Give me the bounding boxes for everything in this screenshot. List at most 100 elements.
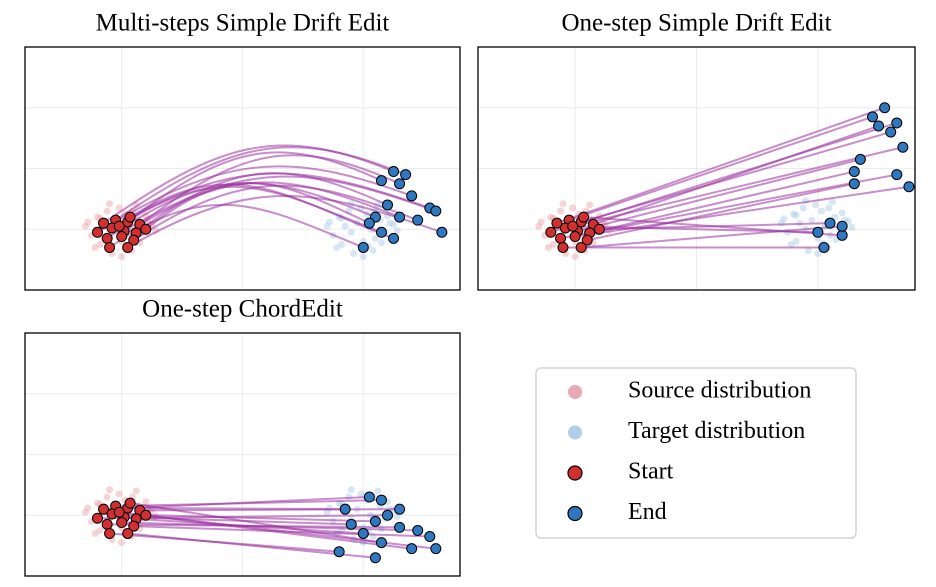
point <box>132 487 140 495</box>
point <box>116 517 128 529</box>
point <box>586 201 594 209</box>
point <box>812 226 824 238</box>
point <box>555 232 567 244</box>
plot-area <box>25 47 460 290</box>
trajectory <box>96 165 413 234</box>
point <box>375 226 387 238</box>
legend-marker <box>568 425 582 440</box>
point <box>382 199 393 211</box>
point <box>578 211 590 223</box>
point <box>780 215 788 223</box>
point <box>593 223 605 235</box>
point <box>118 253 126 261</box>
panel-title: One-step Simple Drift Edit <box>561 10 831 37</box>
point <box>792 237 800 245</box>
point <box>897 141 909 153</box>
point <box>544 243 552 251</box>
point <box>345 518 357 530</box>
point <box>430 205 442 217</box>
point <box>811 201 819 209</box>
point <box>848 178 860 190</box>
trajectory <box>592 125 879 226</box>
point <box>412 214 424 226</box>
point <box>571 253 579 261</box>
point <box>388 166 400 178</box>
point <box>369 247 377 255</box>
trajectory <box>568 115 873 222</box>
point <box>382 509 393 521</box>
point <box>400 169 412 181</box>
point <box>430 543 442 555</box>
point <box>406 543 418 555</box>
point <box>390 220 398 228</box>
point <box>96 526 104 534</box>
point <box>375 537 387 549</box>
point <box>808 216 816 224</box>
legend-marker <box>568 385 582 399</box>
trajectory <box>139 508 400 512</box>
point <box>575 241 587 253</box>
point <box>124 497 136 509</box>
trajectory <box>119 511 412 550</box>
point <box>848 223 856 231</box>
panel-frame <box>24 46 461 291</box>
point <box>818 207 826 215</box>
trajectory <box>589 170 855 234</box>
trajectory <box>121 521 418 532</box>
point <box>557 207 565 215</box>
point <box>81 222 89 230</box>
point <box>101 518 113 530</box>
point <box>363 217 375 229</box>
point <box>140 509 152 521</box>
point <box>323 222 331 230</box>
point <box>115 204 123 212</box>
point <box>116 231 128 243</box>
point <box>551 217 563 229</box>
point <box>104 241 116 253</box>
point <box>825 204 833 212</box>
point <box>836 229 848 241</box>
point <box>394 211 406 223</box>
plot-area <box>478 47 915 290</box>
panel: Multi-steps Simple Drift Edit <box>24 10 461 291</box>
point <box>828 198 836 206</box>
point <box>128 234 140 246</box>
trajectory <box>587 182 855 242</box>
point <box>848 166 860 178</box>
point <box>377 239 385 247</box>
panel-title: Multi-steps Simple Drift Edit <box>96 10 390 37</box>
point <box>118 539 126 547</box>
point <box>347 228 355 236</box>
point <box>94 499 101 507</box>
point <box>103 493 111 501</box>
point <box>375 175 387 187</box>
point <box>359 253 367 261</box>
trajectory <box>129 183 394 240</box>
point <box>393 226 401 234</box>
point <box>537 218 545 226</box>
legend-label: Start <box>628 459 674 485</box>
point <box>84 504 92 512</box>
legend: Source distribution Target distribution St… <box>535 367 857 539</box>
point <box>142 498 150 506</box>
trajectory <box>115 146 407 221</box>
point <box>338 240 346 248</box>
point <box>326 218 333 226</box>
point <box>567 220 579 232</box>
point <box>393 512 401 520</box>
point <box>124 211 136 223</box>
point <box>369 515 381 527</box>
trajectory <box>115 499 382 508</box>
point <box>814 250 822 258</box>
point <box>104 527 116 539</box>
point <box>140 223 152 235</box>
point <box>879 102 891 114</box>
point <box>357 490 365 498</box>
panel-frame <box>477 46 916 291</box>
point <box>339 503 351 515</box>
point <box>103 207 111 215</box>
point <box>122 527 134 539</box>
point <box>341 222 349 230</box>
point <box>394 178 406 190</box>
panel-frame <box>24 332 461 577</box>
